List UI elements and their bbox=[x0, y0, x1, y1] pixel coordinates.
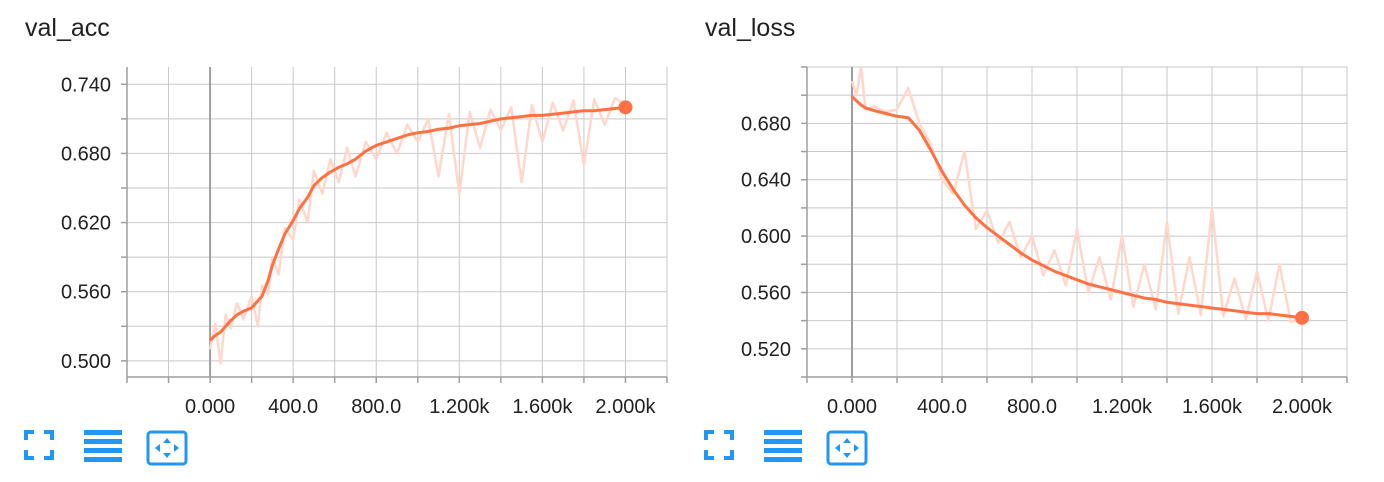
raw-series-line bbox=[850, 67, 1303, 324]
axes bbox=[121, 67, 668, 383]
axes bbox=[801, 66, 1348, 383]
x-tick-label: 400.0 bbox=[917, 396, 967, 418]
expand-icon[interactable] bbox=[24, 430, 54, 460]
fit-domain-icon[interactable] bbox=[826, 430, 868, 466]
x-tick-label: 1.200k bbox=[1092, 396, 1153, 418]
x-tick-label: 800.0 bbox=[351, 396, 401, 418]
y-tick-label: 0.740 bbox=[61, 74, 111, 96]
x-tick-label: 400.0 bbox=[268, 396, 318, 418]
chart-title: val_acc bbox=[25, 14, 110, 42]
chart-card-val-acc: val_acc 0.000 400.0 800.0 1.200k 1.600k 2.000… bbox=[0, 0, 680, 482]
x-tick-label: 1.600k bbox=[512, 396, 573, 418]
val-loss-chart[interactable]: 0.000 400.0 800.0 1.200k 1.600k 2.000k 0.520 0.… bbox=[680, 0, 1360, 430]
series-group bbox=[850, 67, 1303, 324]
y-tick-label: 0.680 bbox=[61, 143, 111, 165]
list-icon[interactable] bbox=[764, 430, 802, 462]
y-tick-label: 0.560 bbox=[61, 282, 111, 304]
x-tick-label: 0.000 bbox=[185, 396, 235, 418]
smoothed-series-line bbox=[209, 105, 626, 342]
x-tick-label: 2.000k bbox=[1272, 396, 1333, 418]
val-acc-chart[interactable]: 0.000 400.0 800.0 1.200k 1.600k 2.000k 0.500 0.… bbox=[0, 0, 680, 430]
y-tick-label: 0.500 bbox=[61, 351, 111, 373]
y-tick-label: 0.600 bbox=[741, 226, 791, 248]
chart-card-val-loss: val_loss 0.000 400.0 800.0 1.200k 1.600k 2.00… bbox=[680, 0, 1360, 482]
expand-icon[interactable] bbox=[704, 430, 734, 460]
x-tick-label: 800.0 bbox=[1007, 396, 1057, 418]
last-point-marker bbox=[1295, 310, 1309, 325]
y-tick-label: 0.640 bbox=[741, 170, 791, 192]
y-tick-label: 0.520 bbox=[741, 339, 791, 361]
y-tick-label: 0.680 bbox=[741, 113, 791, 135]
raw-series-line bbox=[208, 96, 627, 365]
x-tick-label: 1.600k bbox=[1182, 396, 1243, 418]
tick-labels: 0.000 400.0 800.0 1.200k 1.600k 2.000k 0.500 0.… bbox=[61, 74, 657, 418]
x-tick-label: 0.000 bbox=[827, 396, 877, 418]
series-group bbox=[208, 96, 627, 365]
chart-title: val_loss bbox=[705, 14, 796, 42]
x-tick-label: 1.200k bbox=[429, 396, 490, 418]
fit-domain-icon[interactable] bbox=[146, 430, 188, 466]
list-icon[interactable] bbox=[84, 430, 122, 462]
smoothed-series-line bbox=[850, 95, 1303, 320]
x-tick-label: 2.000k bbox=[595, 396, 656, 418]
tick-labels: 0.000 400.0 800.0 1.200k 1.600k 2.000k 0.520 0.… bbox=[741, 113, 1333, 418]
grid bbox=[126, 67, 668, 377]
y-tick-label: 0.620 bbox=[61, 213, 111, 235]
y-tick-label: 0.560 bbox=[741, 282, 791, 304]
last-point-marker bbox=[618, 100, 633, 115]
